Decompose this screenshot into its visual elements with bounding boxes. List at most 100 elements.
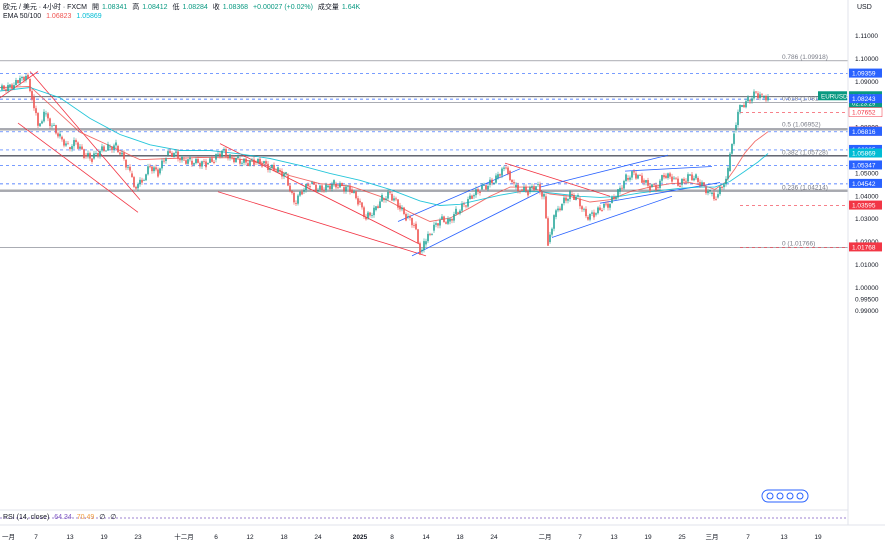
candle-body[interactable] (739, 104, 741, 112)
candle-body[interactable] (549, 234, 551, 243)
candle-body[interactable] (381, 194, 383, 202)
candle-body[interactable] (285, 172, 287, 174)
candle-body[interactable] (37, 113, 39, 126)
candle-body[interactable] (167, 151, 169, 156)
candle-body[interactable] (433, 224, 435, 231)
candle-body[interactable] (743, 104, 745, 108)
candle-body[interactable] (641, 175, 643, 183)
candle-body[interactable] (569, 191, 571, 199)
candle-body[interactable] (565, 197, 567, 201)
candle-body[interactable] (375, 206, 377, 211)
candle-body[interactable] (395, 198, 397, 200)
candle-body[interactable] (129, 166, 131, 171)
candle-body[interactable] (647, 180, 649, 186)
candle-body[interactable] (509, 171, 511, 181)
candle-body[interactable] (141, 179, 143, 183)
candle-body[interactable] (13, 85, 15, 89)
candle-body[interactable] (593, 212, 595, 218)
candle-body[interactable] (153, 167, 155, 172)
candle-body[interactable] (709, 190, 711, 192)
candle-body[interactable] (227, 156, 229, 159)
candle-body[interactable] (173, 152, 175, 157)
candle-body[interactable] (137, 184, 139, 189)
candle-body[interactable] (753, 91, 755, 99)
candle-body[interactable] (513, 182, 515, 184)
candle-body[interactable] (67, 143, 69, 145)
candle-body[interactable] (143, 180, 145, 182)
candle-body[interactable] (27, 74, 29, 79)
candle-body[interactable] (213, 161, 215, 163)
candle-body[interactable] (109, 146, 111, 148)
candle-body[interactable] (649, 185, 651, 191)
ema-legend[interactable]: EMA 50/100 1.06823 1.05869 (3, 13, 105, 20)
candle-body[interactable] (75, 140, 77, 143)
candle-body[interactable] (733, 133, 735, 144)
candle-body[interactable] (643, 180, 645, 183)
candle-body[interactable] (385, 198, 387, 201)
candle-body[interactable] (337, 187, 339, 189)
candle-body[interactable] (425, 241, 427, 245)
candle-body[interactable] (169, 151, 171, 153)
candle-body[interactable] (193, 163, 195, 165)
candle-body[interactable] (345, 186, 347, 192)
candle-body[interactable] (411, 218, 413, 226)
candle-body[interactable] (29, 78, 31, 92)
candle-body[interactable] (9, 84, 11, 87)
candle-body[interactable] (763, 95, 765, 98)
candle-body[interactable] (701, 182, 703, 186)
candle-body[interactable] (11, 84, 13, 89)
candle-body[interactable] (47, 113, 49, 119)
candle-body[interactable] (55, 125, 57, 134)
candle-body[interactable] (355, 191, 357, 199)
candle-body[interactable] (105, 150, 107, 152)
candle-body[interactable] (83, 149, 85, 158)
candle-body[interactable] (687, 174, 689, 182)
candle-body[interactable] (579, 198, 581, 207)
candle-body[interactable] (695, 174, 697, 179)
candle-body[interactable] (605, 203, 607, 205)
candle-body[interactable] (741, 104, 743, 107)
candle-body[interactable] (229, 154, 231, 159)
candle-body[interactable] (41, 121, 43, 124)
candle-body[interactable] (361, 202, 363, 208)
candle-body[interactable] (511, 180, 513, 183)
candle-body[interactable] (459, 210, 461, 214)
candle-body[interactable] (581, 206, 583, 210)
candle-body[interactable] (723, 184, 725, 188)
candle-body[interactable] (575, 196, 577, 200)
candle-body[interactable] (321, 185, 323, 191)
candle-body[interactable] (501, 168, 503, 176)
candle-body[interactable] (87, 153, 89, 156)
candle-body[interactable] (339, 182, 341, 188)
candle-body[interactable] (419, 243, 421, 255)
candle-body[interactable] (231, 157, 233, 159)
candle-body[interactable] (735, 125, 737, 130)
candle-body[interactable] (669, 173, 671, 177)
candle-body[interactable] (437, 223, 439, 226)
candle-body[interactable] (191, 160, 193, 165)
candle-body[interactable] (655, 185, 657, 191)
candle-body[interactable] (251, 159, 253, 161)
candle-body[interactable] (455, 208, 457, 215)
candle-body[interactable] (157, 169, 159, 177)
candle-body[interactable] (645, 180, 647, 183)
candle-body[interactable] (559, 208, 561, 211)
candle-body[interactable] (359, 200, 361, 203)
candle-body[interactable] (365, 217, 367, 220)
candle-body[interactable] (679, 185, 681, 187)
candle-body[interactable] (469, 195, 471, 200)
candle-body[interactable] (465, 205, 467, 207)
candle-body[interactable] (633, 171, 635, 173)
candle-body[interactable] (447, 218, 449, 224)
candle-body[interactable] (423, 241, 425, 250)
candle-body[interactable] (305, 184, 307, 191)
candle-body[interactable] (607, 203, 609, 208)
candle-body[interactable] (287, 175, 289, 186)
candle-body[interactable] (269, 168, 271, 171)
candle-body[interactable] (681, 178, 683, 185)
candle-body[interactable] (657, 187, 659, 188)
trend-line-red[interactable] (17, 122, 139, 213)
candle-body[interactable] (751, 98, 753, 102)
candle-body[interactable] (379, 201, 381, 208)
candle-body[interactable] (747, 96, 749, 102)
